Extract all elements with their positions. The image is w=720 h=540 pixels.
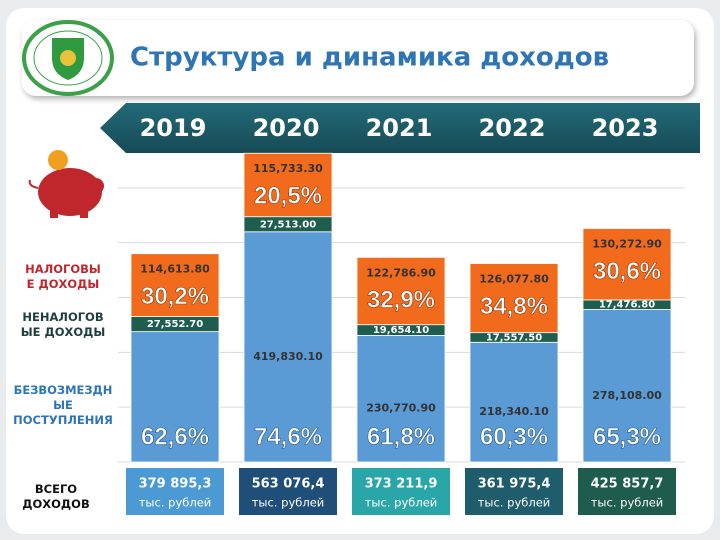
- value-label: 19,654.10: [373, 325, 429, 336]
- total-unit: тыс. рублей: [478, 496, 551, 510]
- share-label: 34,8%: [480, 293, 548, 320]
- total-value: 361 975,4: [478, 477, 551, 492]
- value-label: 17,476.80: [599, 300, 655, 311]
- share-label: 61,8%: [367, 423, 435, 450]
- logo: [22, 20, 114, 96]
- value-label: 115,733.30: [253, 162, 323, 175]
- total-box: 379 895,3 тыс. рублей: [126, 468, 224, 515]
- share-label: 32,9%: [367, 287, 435, 314]
- total-unit: тыс. рублей: [591, 496, 664, 510]
- value-label: 122,786.90: [366, 266, 436, 279]
- title-card: [22, 20, 694, 96]
- value-label: 17,557.50: [486, 332, 542, 343]
- value-label: 278,108.00: [592, 389, 662, 402]
- piggy-bank-icon: [28, 150, 104, 218]
- total-value: 373 211,9: [365, 477, 438, 492]
- year-banner: [100, 103, 700, 153]
- value-label: 419,830.10: [253, 350, 323, 363]
- total-box: 425 857,7 тыс. рублей: [578, 468, 676, 515]
- total-box-bg: [578, 468, 676, 515]
- totals-label: ВСЕГО ДОХОДОВ: [22, 482, 90, 511]
- share-label: 65,3%: [593, 423, 661, 450]
- chart-title: Структура и динамика доходов: [130, 43, 609, 73]
- bar-segment: [243, 152, 333, 218]
- value-label: 126,077.80: [479, 273, 549, 286]
- total-unit: тыс. рублей: [139, 496, 212, 510]
- bar-segment: [130, 331, 220, 463]
- total-box: 563 076,4 тыс. рублей: [239, 468, 337, 515]
- share-label: 20,5%: [254, 183, 322, 210]
- bar-segment: [582, 228, 672, 301]
- bar-segment: [582, 309, 672, 463]
- bar-segment: [469, 341, 559, 463]
- total-value: 425 857,7: [591, 477, 664, 492]
- share-label: 30,2%: [141, 283, 209, 310]
- share-label: 60,3%: [480, 423, 548, 450]
- share-label: 30,6%: [593, 258, 661, 285]
- x-tick-label: 2023: [592, 114, 659, 142]
- share-label: 62,6%: [141, 423, 209, 450]
- bar-segment: [130, 253, 220, 317]
- total-unit: тыс. рублей: [252, 496, 325, 510]
- bar-segment: [356, 256, 446, 326]
- x-tick-label: 2019: [140, 114, 207, 142]
- total-box-bg: [465, 468, 563, 515]
- legend-label: БЕЗВОЗМЕЗДН ЫЕ ПОСТУПЛЕНИЯ: [13, 383, 113, 427]
- total-unit: тыс. рублей: [365, 496, 438, 510]
- x-tick-label: 2020: [253, 114, 320, 142]
- value-label: 130,272.90: [592, 237, 662, 250]
- legend-label: НАЛОГОВЫ Е ДОХОДЫ: [25, 262, 101, 291]
- x-tick-label: 2021: [366, 114, 433, 142]
- value-label: 27,552.70: [147, 319, 203, 330]
- share-label: 74,6%: [254, 423, 322, 450]
- value-label: 218,340.10: [479, 405, 549, 418]
- bar-segment: [469, 263, 559, 334]
- total-value: 379 895,3: [139, 477, 212, 492]
- bar-segment: [356, 335, 446, 463]
- value-label: 114,613.80: [140, 263, 210, 276]
- total-box-bg: [239, 468, 337, 515]
- value-label: 27,513.00: [260, 219, 316, 230]
- total-box-bg: [126, 468, 224, 515]
- x-tick-label: 2022: [479, 114, 546, 142]
- total-box: 373 211,9 тыс. рублей: [352, 468, 450, 515]
- value-label: 230,770.90: [366, 402, 436, 415]
- total-box-bg: [352, 468, 450, 515]
- total-value: 563 076,4: [252, 477, 325, 492]
- legend-label: НЕНАЛОГОВ ЫЕ ДОХОДЫ: [20, 310, 106, 339]
- total-box: 361 975,4 тыс. рублей: [465, 468, 563, 515]
